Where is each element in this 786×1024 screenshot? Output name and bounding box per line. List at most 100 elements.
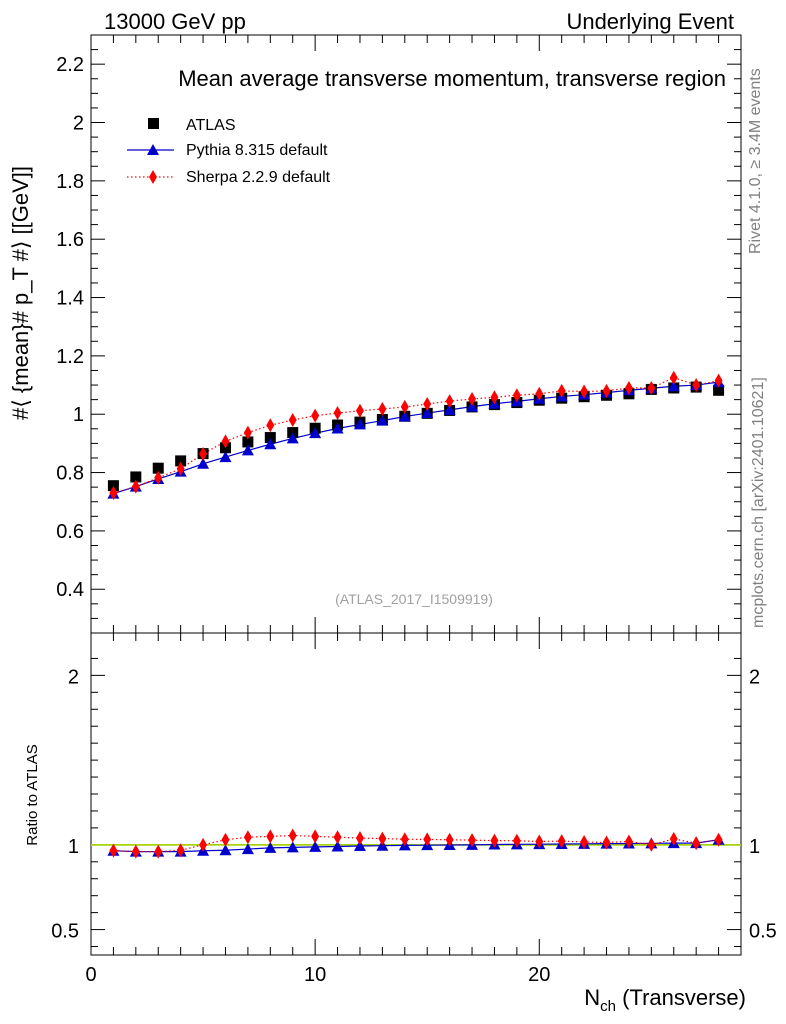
- sherpa-point: [199, 446, 208, 461]
- legend-marker-atlas: [148, 118, 159, 129]
- pythia-point: [309, 427, 322, 439]
- atlas-point: [152, 462, 164, 474]
- x-axis-title: Nch (Transverse): [584, 985, 746, 1015]
- ratio-sherpa-point: [199, 837, 208, 852]
- ratio-sherpa-point: [647, 837, 656, 852]
- sherpa-point: [423, 397, 432, 412]
- ratio-sherpa-point: [580, 834, 589, 849]
- atlas-point: [264, 432, 276, 444]
- main-y-tick-label: 0.8: [56, 463, 84, 485]
- legend: ATLAS Pythia 8.315 default Sherpa 2.2.9 …: [127, 117, 331, 186]
- sherpa-point: [647, 380, 656, 395]
- ratio-sherpa-point: [535, 834, 544, 849]
- sherpa-point: [468, 392, 477, 407]
- ratio-sherpa-point: [154, 844, 163, 859]
- main-y-axis-title: #⟨ {mean}# p_T #⟩ [[GeV]]: [8, 166, 33, 420]
- atlas-point: [242, 436, 254, 448]
- pythia-point: [286, 432, 299, 444]
- legend-marker-sherpa: [149, 170, 157, 184]
- ratio-sherpa-point: [355, 831, 364, 846]
- sherpa-point: [131, 479, 140, 494]
- ratio-sherpa-point: [221, 832, 230, 847]
- legend-label-atlas: ATLAS: [186, 117, 236, 134]
- atlas-point: [713, 384, 725, 396]
- pythia-point: [443, 403, 456, 415]
- ratio-axis-ticks: 0.5 0.51 12 20 10 20: [51, 633, 777, 986]
- main-y-tick-label: 1.4: [56, 288, 84, 310]
- ratio-pythia-point: [241, 843, 254, 855]
- pythia-point: [466, 400, 479, 412]
- sherpa-point: [266, 418, 275, 433]
- ratio-sherpa-point: [109, 843, 118, 858]
- ratio-y-tick-label: 0.5: [51, 921, 79, 943]
- header-right: Underlying Event: [566, 9, 734, 34]
- main-y-tick-label: 1: [73, 404, 84, 426]
- main-axis-ticks: 0.4 0.6 0.8 1 1.2 1.4 1.6 1.8 2 2.2: [56, 35, 742, 633]
- side-label-mcplots: mcplots.cern.ch [arXiv:2401.10621]: [750, 377, 767, 628]
- pythia-point: [264, 438, 277, 450]
- ratio-pythia-line: [113, 839, 719, 853]
- sherpa-point: [535, 386, 544, 401]
- ratio-y-tick-label: 2: [68, 666, 79, 688]
- ratio-y-tick-label-right: 2: [749, 666, 760, 688]
- ratio-pythia-point: [353, 840, 366, 852]
- main-series-marks: [107, 370, 725, 500]
- ratio-sherpa-point: [378, 831, 387, 846]
- ratio-sherpa-point: [669, 831, 678, 846]
- ratio-y-axis-title: Ratio to ATLAS: [24, 744, 41, 845]
- sherpa-point: [692, 378, 701, 393]
- main-y-tick-label: 1.2: [56, 346, 84, 368]
- legend-label-sherpa: Sherpa 2.2.9 default: [186, 169, 331, 186]
- main-y-tick-label: 0.4: [56, 579, 84, 601]
- sherpa-point: [445, 394, 454, 409]
- sherpa-point: [624, 380, 633, 395]
- sherpa-point: [243, 425, 252, 440]
- ratio-panel-frame: [90, 632, 742, 956]
- ratio-sherpa-point: [490, 833, 499, 848]
- ratio-pythia-point: [331, 840, 344, 852]
- pythia-point: [331, 422, 344, 434]
- ratio-sherpa-point: [468, 833, 477, 848]
- pythia-point: [667, 380, 680, 392]
- ratio-pythia-point: [309, 840, 322, 852]
- ratio-pythia-point: [264, 841, 277, 853]
- ratio-pythia-point: [286, 841, 299, 853]
- header-left: 13000 GeV pp: [104, 9, 246, 34]
- x-tick-label: 0: [85, 964, 96, 986]
- ratio-y-tick-label-right: 0.5: [749, 921, 777, 943]
- atlas-point: [130, 471, 142, 483]
- legend-label-pythia: Pythia 8.315 default: [186, 142, 328, 159]
- sherpa-point: [512, 388, 521, 403]
- pythia-point: [398, 410, 411, 422]
- ratio-sherpa-point: [400, 832, 409, 847]
- ratio-sherpa-point: [423, 832, 432, 847]
- ratio-sherpa-point: [266, 829, 275, 844]
- ratio-sherpa-point: [602, 835, 611, 850]
- sherpa-point: [355, 403, 364, 418]
- ratio-sherpa-point: [445, 832, 454, 847]
- side-label-rivet: Rivet 4.1.0, ≥ 3.4M events: [747, 68, 764, 254]
- pythia-point: [197, 457, 210, 469]
- sherpa-point: [109, 485, 118, 500]
- ratio-sherpa-point: [243, 830, 252, 845]
- pythia-point: [376, 414, 389, 426]
- pythia-point: [241, 444, 254, 456]
- ratio-sherpa-point: [692, 836, 701, 851]
- pythia-point: [219, 451, 232, 463]
- sherpa-point: [221, 434, 230, 449]
- sherpa-point: [154, 470, 163, 485]
- pythia-line: [113, 381, 719, 495]
- ratio-y-tick-label: 1: [68, 836, 79, 858]
- x-tick-label: 10: [304, 964, 326, 986]
- sherpa-point: [288, 413, 297, 428]
- main-y-tick-label: 0.6: [56, 521, 84, 543]
- sherpa-point: [669, 370, 678, 385]
- main-y-tick-label: 2: [73, 113, 84, 135]
- ratio-sherpa-point: [288, 828, 297, 843]
- x-tick-label: 20: [528, 964, 550, 986]
- sherpa-point: [333, 406, 342, 421]
- sherpa-point: [490, 390, 499, 405]
- ratio-sherpa-point: [624, 834, 633, 849]
- main-y-tick-label: 1.8: [56, 171, 84, 193]
